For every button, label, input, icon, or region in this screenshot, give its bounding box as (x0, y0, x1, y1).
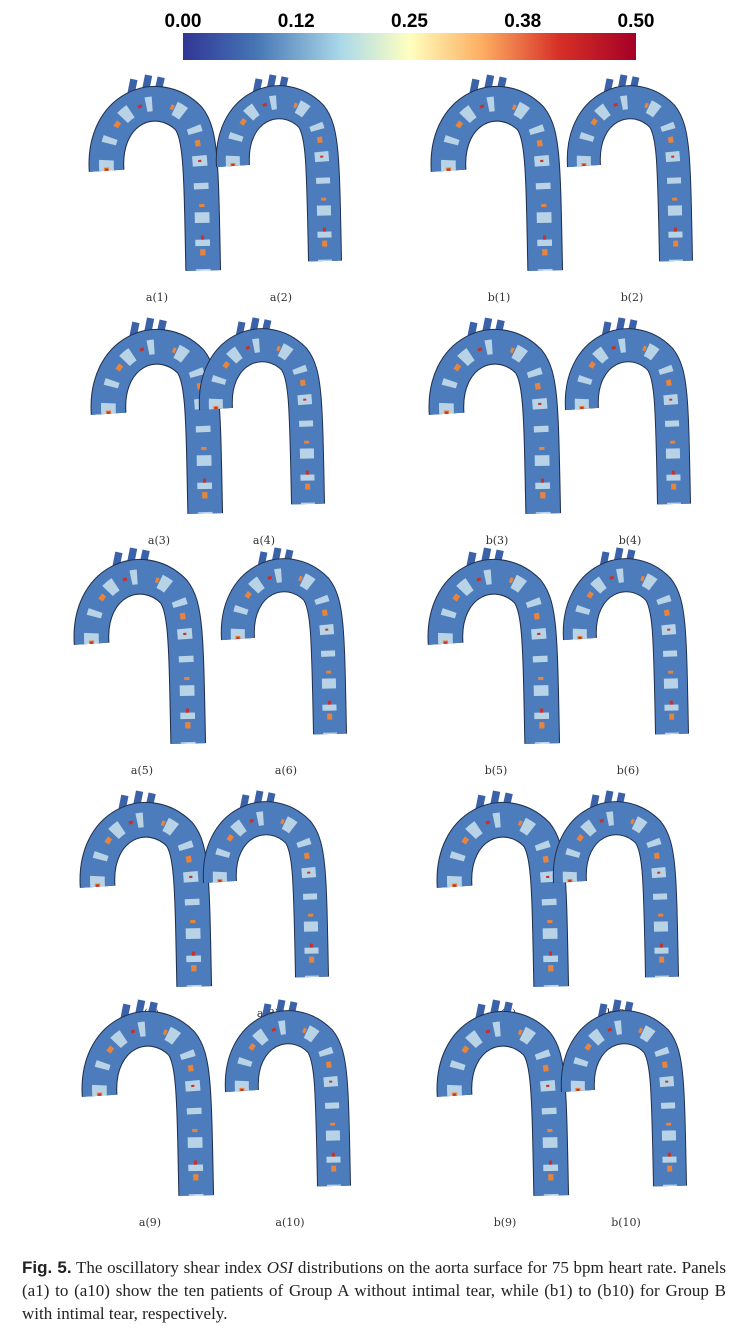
colorbar-tick-label: 0.50 (618, 11, 655, 32)
panel-label: b(4) (619, 534, 642, 547)
aorta-model (99, 1000, 196, 1195)
aorta-model (238, 548, 330, 734)
caption-symbol: OSI (266, 1258, 294, 1277)
caption-text: distributions on the aorta surface for 7… (22, 1258, 727, 1323)
panel-label: a(9) (139, 1216, 161, 1229)
aorta-model (454, 1000, 551, 1195)
aorta-model (448, 75, 545, 270)
aorta-model (233, 75, 325, 261)
colorbar-tick-label: 0.38 (504, 11, 541, 32)
aorta-model (445, 548, 542, 743)
aorta-model (242, 1000, 334, 1186)
panel-label: b(9) (494, 1216, 517, 1229)
panel-label: b(3) (486, 534, 509, 547)
panel-label: a(5) (131, 764, 153, 777)
panel-label: b(2) (621, 291, 644, 304)
caption-label: Fig. 5. (22, 1258, 72, 1277)
panel-label: a(1) (146, 291, 168, 304)
caption-text: The oscillatory shear index (76, 1258, 262, 1277)
panel-label: b(5) (485, 764, 508, 777)
aorta-model (97, 791, 194, 986)
colorbar-tick-label: 0.12 (278, 11, 315, 32)
aorta-model (584, 75, 676, 261)
colorbar-tick-label: 0.00 (165, 11, 202, 32)
aorta-model (454, 791, 551, 986)
aorta-model (91, 548, 188, 743)
panel-label: a(6) (275, 764, 297, 777)
aorta-model (580, 548, 672, 734)
aorta-model (216, 318, 308, 504)
panel-label: a(10) (275, 1216, 304, 1229)
aorta-model (578, 1000, 670, 1186)
caption: Fig. 5. The oscillatory shear index OSI … (22, 1256, 726, 1325)
panel-label: a(2) (270, 291, 292, 304)
panel-label: a(3) (148, 534, 170, 547)
aorta-model (582, 318, 674, 504)
aorta-model (106, 75, 203, 270)
panel-label: b(1) (488, 291, 511, 304)
colorbar-tick-label: 0.25 (391, 11, 428, 32)
aorta-model (570, 791, 662, 977)
panel-label: a(4) (253, 534, 275, 547)
panel-label: b(6) (617, 764, 640, 777)
figure: 0.00 0.12 0.25 0.38 0.50 a(1) a(2) b(1) b(2) a(3… (0, 11, 748, 1229)
aorta-model (446, 318, 543, 513)
aorta-model (108, 318, 205, 513)
panel-label: b(10) (611, 1216, 641, 1229)
aorta-model (220, 791, 312, 977)
colorbar (183, 33, 636, 60)
